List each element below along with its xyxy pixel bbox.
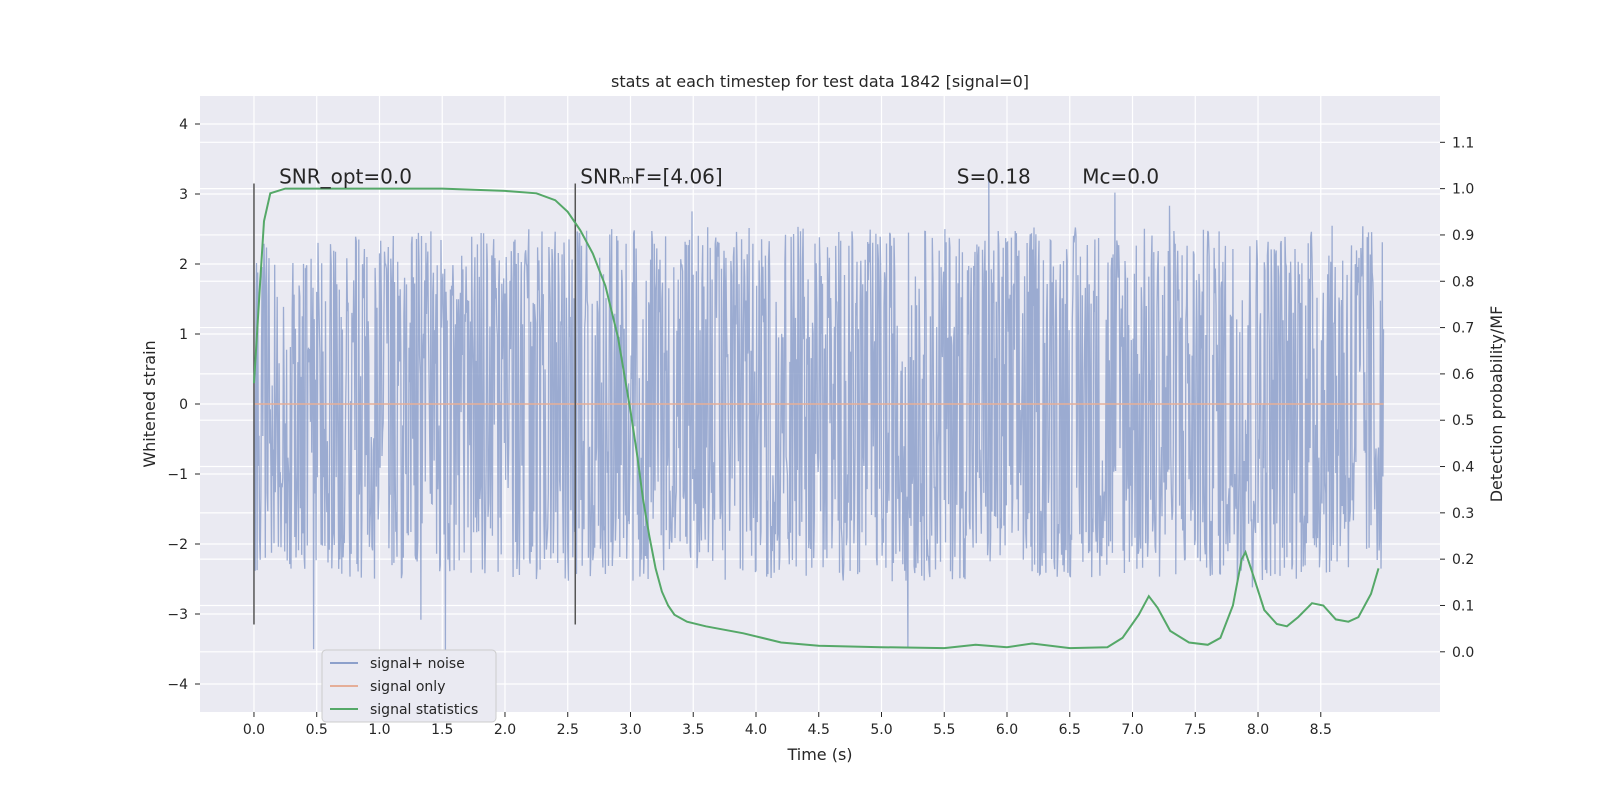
x-axis-label: Time (s) <box>786 745 852 764</box>
y2-tick-label: 0.6 <box>1452 367 1474 383</box>
y-tick-label: 4 <box>179 117 188 133</box>
x-tick-label: 7.0 <box>1121 722 1143 738</box>
x-tick-label: 3.5 <box>682 722 704 738</box>
signal-statistics-line <box>253 187 1380 650</box>
legend-label-signal-only: signal only <box>370 679 445 695</box>
x-tick-label: 0.0 <box>243 722 265 738</box>
y2-tick-label: 1.0 <box>1452 182 1474 198</box>
y2-tick-label: 0.9 <box>1452 228 1474 244</box>
y2-tick-label: 0.8 <box>1452 274 1474 290</box>
y-tick-label: −4 <box>167 677 188 693</box>
x-tick-label: 4.0 <box>745 722 767 738</box>
x-tick-label: 8.0 <box>1247 722 1269 738</box>
chart-title: stats at each timestep for test data 184… <box>611 72 1029 91</box>
annotation-text: SNRₘF=[4.06] <box>580 165 722 189</box>
y-axis-label: Whitened strain <box>140 340 159 467</box>
annotation-text: S=0.18 <box>957 165 1031 189</box>
y-tick-label: 3 <box>179 187 188 203</box>
annotation-text: SNR_opt=0.0 <box>279 165 412 189</box>
y-tick-label: −1 <box>167 467 188 483</box>
x-tick-label: 2.5 <box>557 722 579 738</box>
legend: signal+ noise signal only signal statist… <box>321 649 497 723</box>
annotations: SNR_opt=0.0 SNRₘF=[4.06] S=0.18 Mᴄ=0.0 <box>279 165 1159 189</box>
y-tick-label: 2 <box>179 257 188 273</box>
axes: 0.0 0.5 1.0 1.5 2.0 2.5 3.0 3.5 4.0 4.5 5.0 5.5 6.0 6… <box>167 117 1474 738</box>
x-tick-label: 1.0 <box>368 722 390 738</box>
y2-tick-label: 0.4 <box>1452 460 1474 476</box>
annotation-text: Mᴄ=0.0 <box>1082 165 1159 189</box>
y-tick-label: −2 <box>167 537 188 553</box>
y2-tick-label: 0.3 <box>1452 506 1474 522</box>
y2-tick-label: 0.1 <box>1452 598 1474 614</box>
y-tick-label: 0 <box>179 397 188 413</box>
signal-noise-line <box>253 170 1385 654</box>
x-tick-label: 2.0 <box>494 722 516 738</box>
y2-tick-label: 0.2 <box>1452 552 1474 568</box>
x-tick-label: 7.5 <box>1184 722 1206 738</box>
legend-label-signal-statistics: signal statistics <box>370 702 478 718</box>
x-tick-label: 3.0 <box>619 722 641 738</box>
legend-box <box>321 649 497 723</box>
data-layer <box>253 170 1385 654</box>
x-tick-label: 4.5 <box>808 722 830 738</box>
y2-tick-label: 0.7 <box>1452 321 1474 337</box>
y2-axis-label: Detection probability/MF <box>1487 306 1506 503</box>
x-tick-label: 5.0 <box>870 722 892 738</box>
legend-label-signal-noise: signal+ noise <box>370 656 465 672</box>
x-tick-label: 0.5 <box>306 722 328 738</box>
x-tick-label: 6.5 <box>1059 722 1081 738</box>
y2-tick-label: 0.5 <box>1452 413 1474 429</box>
x-tick-label: 5.5 <box>933 722 955 738</box>
x-tick-label: 1.5 <box>431 722 453 738</box>
y2-tick-label: 0.0 <box>1452 645 1474 661</box>
y-tick-label: −3 <box>167 607 188 623</box>
x-tick-label: 6.0 <box>996 722 1018 738</box>
y2-tick-label: 1.1 <box>1452 135 1474 151</box>
x-tick-label: 8.5 <box>1310 722 1332 738</box>
y-tick-label: 1 <box>179 327 188 343</box>
